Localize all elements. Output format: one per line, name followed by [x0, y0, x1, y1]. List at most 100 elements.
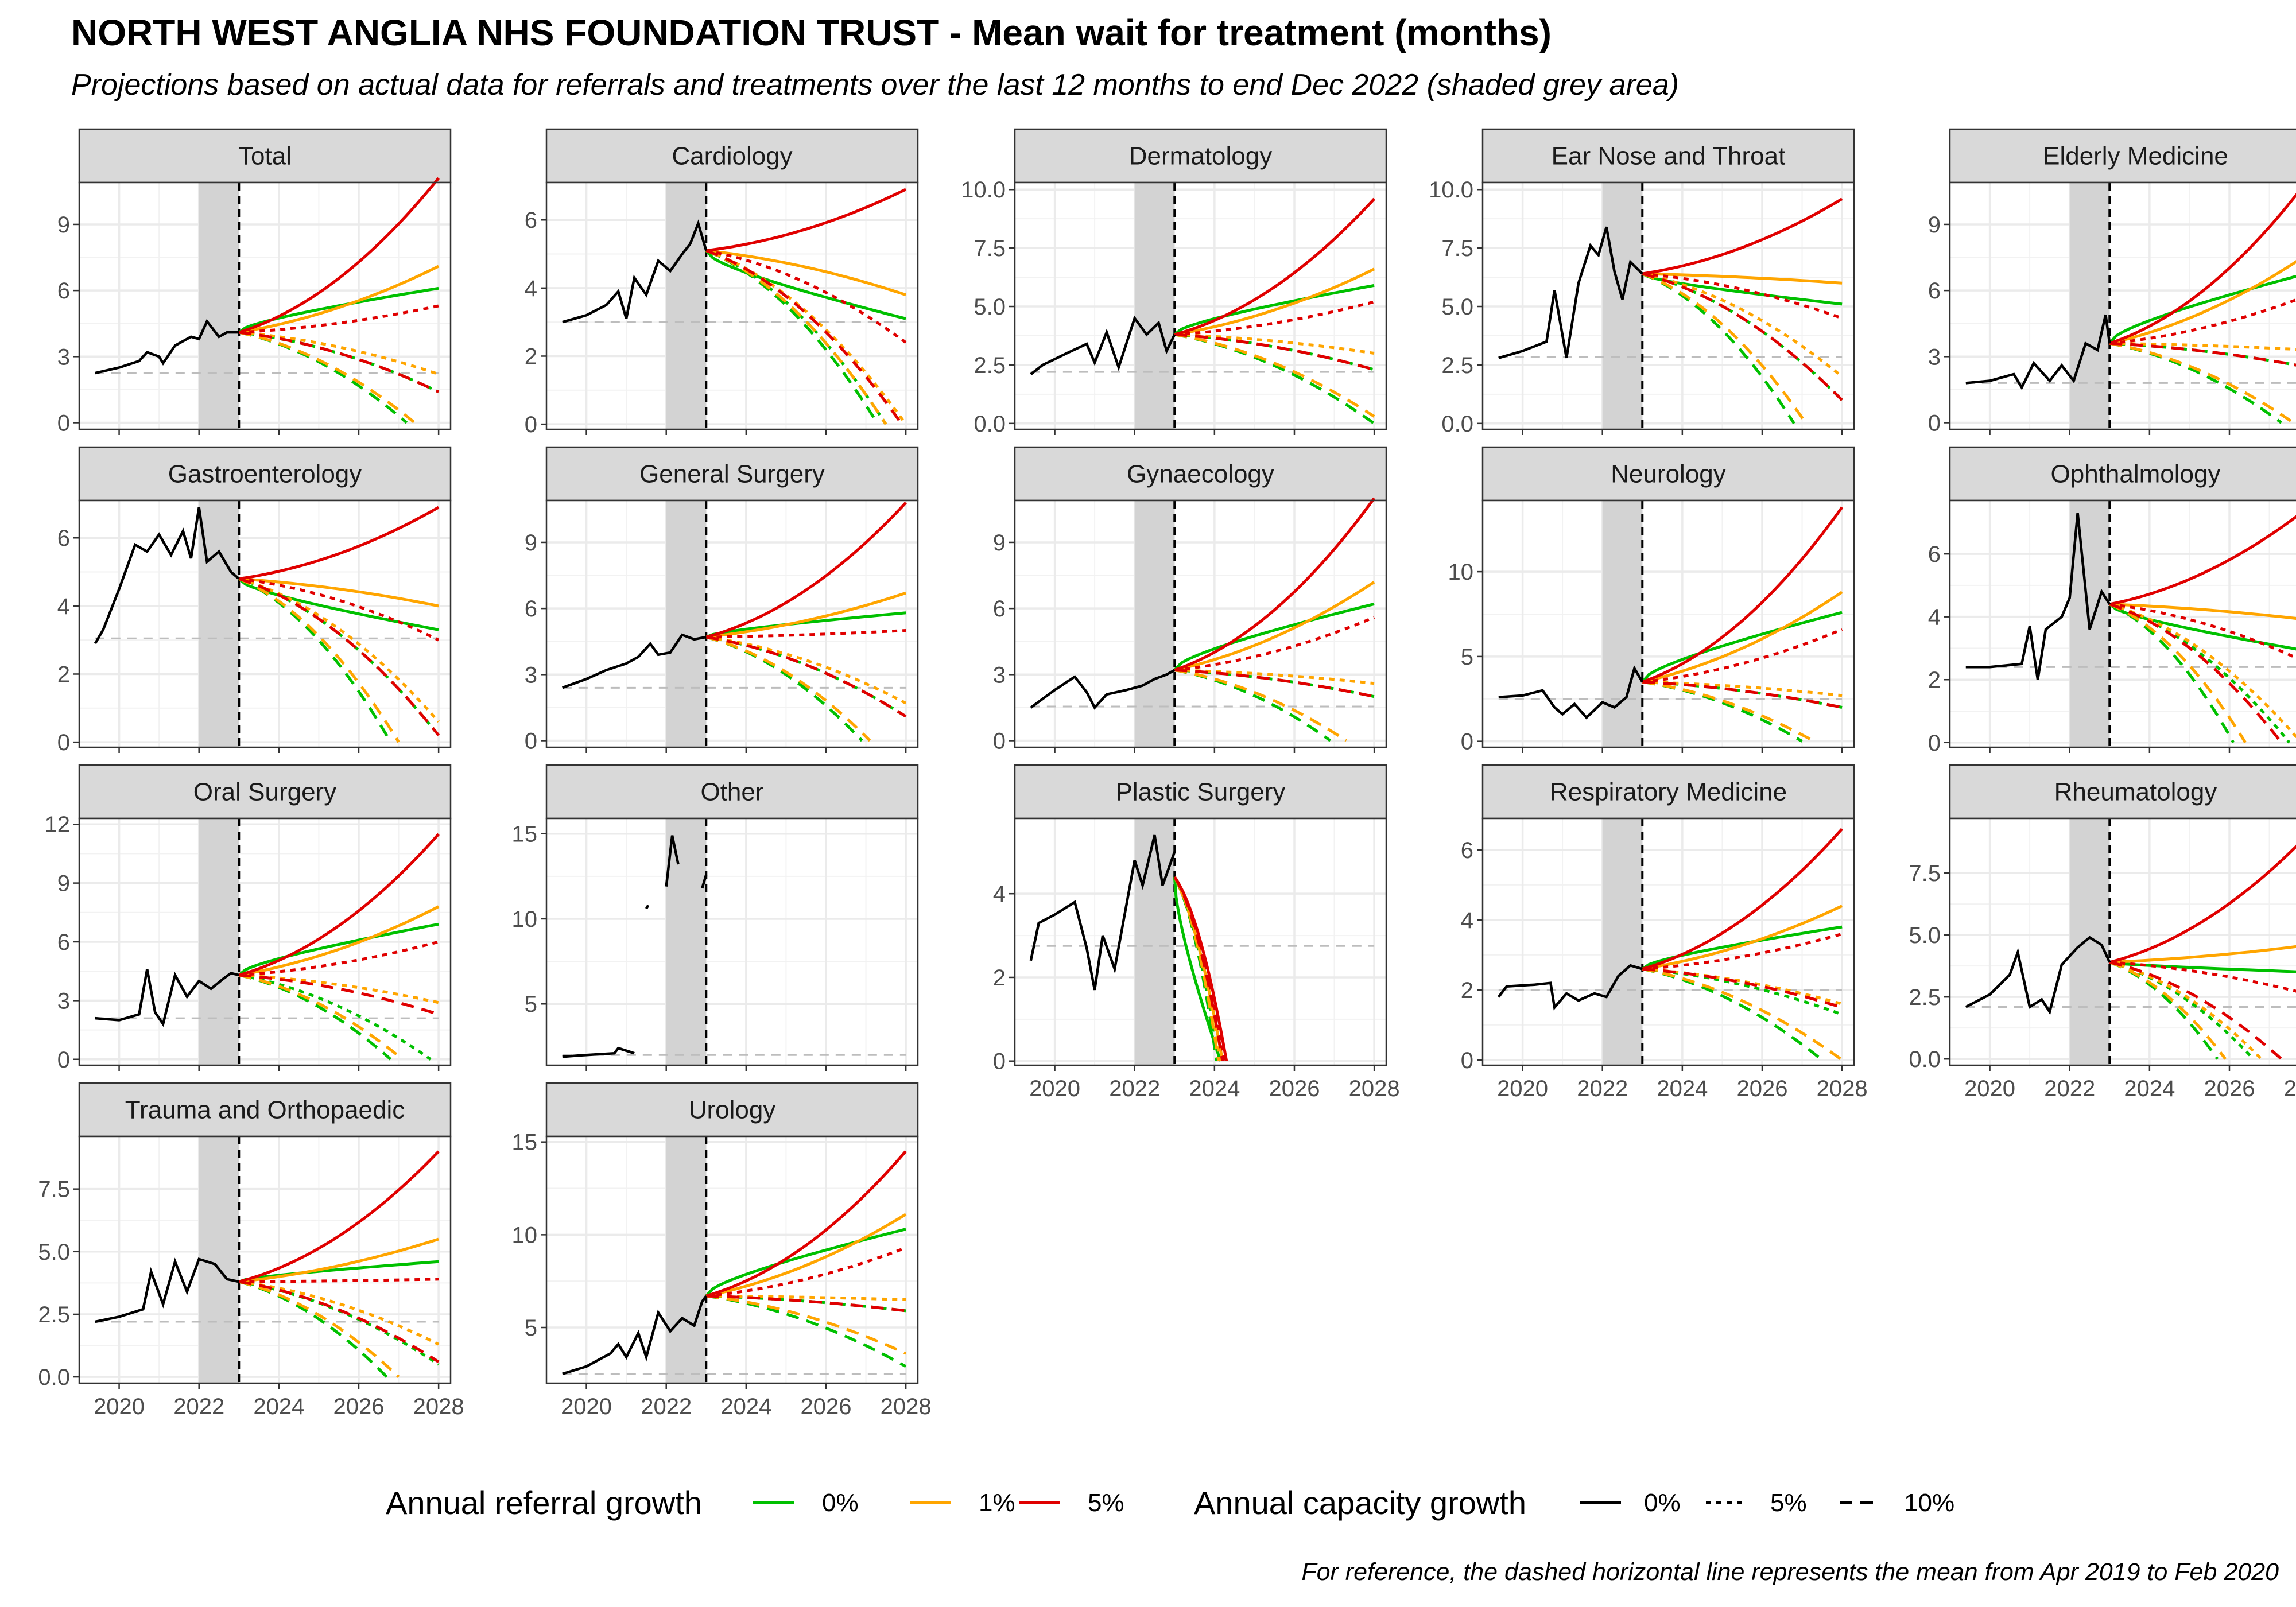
shaded-period [1134, 818, 1175, 1065]
projection-g5c0 [1173, 876, 1228, 1062]
projection-g1c0 [239, 577, 439, 608]
facet-strip-label: Rheumatology [2054, 778, 2217, 806]
y-tick-label: 7.5 [974, 236, 1006, 261]
panel-background [1950, 500, 2296, 747]
y-tick-label: 3 [57, 344, 70, 370]
projection-g1c10 [705, 635, 871, 742]
y-tick-label: 0 [1928, 410, 1941, 436]
projection-g1c5 [239, 973, 439, 1004]
y-tick-label: 4 [57, 594, 70, 619]
projection-g1c0 [1642, 272, 1843, 285]
projection-g0c10 [705, 1294, 907, 1368]
projection-g5c0 [238, 506, 440, 580]
projection-g1c5 [2109, 603, 2296, 739]
projection-g1c10 [2109, 341, 2294, 424]
x-tick-label: 2022 [1577, 1076, 1628, 1101]
facet-strip [1481, 446, 1855, 502]
projection-g5c0 [1174, 497, 1376, 671]
projection-g1c0 [238, 905, 440, 977]
panel-border [1014, 817, 1387, 1066]
projection-g1c10 [238, 973, 404, 1061]
y-tick-label: 0.0 [38, 1365, 70, 1390]
projection-g0c0 [705, 249, 906, 320]
projection-g5c5 [2109, 298, 2296, 345]
projection-g5c5 [239, 940, 439, 977]
y-tick-label: 10 [1448, 560, 1474, 585]
y-tick-label: 5.0 [1909, 923, 1941, 948]
projection-g5c10 [706, 1294, 906, 1313]
shaded-period [2069, 183, 2110, 429]
projection-g5c0 [238, 177, 440, 334]
panel-gynaecology: Gynaecology 0 3 6 9 [993, 446, 1387, 754]
x-tick-label: 2028 [1817, 1076, 1868, 1101]
y-tick-label: 6 [57, 526, 70, 551]
y-tick-label: 9 [993, 530, 1006, 556]
projection-g1c5 [1642, 967, 1843, 1006]
projection-g1c10 [1642, 680, 1815, 743]
facet-strip [1481, 128, 1855, 184]
projection-g0c10 [1174, 333, 1375, 425]
projection-g1c5 [1642, 680, 1843, 697]
x-tick-label: 2024 [720, 1394, 771, 1419]
projection-g5c0 [2109, 515, 2296, 606]
shaded-period [2069, 818, 2110, 1065]
panel-background [79, 500, 451, 747]
y-tick-label: 2.5 [974, 353, 1006, 378]
facet-strip-label: Urology [689, 1096, 776, 1124]
panel-background [546, 818, 918, 1065]
projection-g1c10 [1174, 669, 1347, 742]
actual-line [562, 219, 708, 324]
panel-rheumatology: Rheumatology 0.0 2.5 5.0 7.5 2020 2022 2024 2026… [1909, 764, 2296, 1101]
panel-background [1015, 500, 1386, 747]
panel-background [79, 1136, 451, 1383]
projection-g1c0 [2109, 945, 2296, 964]
y-tick-label: 2 [57, 662, 70, 687]
actual-line-fragment [701, 874, 708, 889]
y-tick-label: 6 [525, 208, 537, 233]
x-tick-label: 2022 [173, 1394, 224, 1419]
projection-g1c0 [239, 1237, 439, 1283]
y-tick-label: 7.5 [1909, 861, 1941, 886]
projection-g5c5 [706, 1246, 906, 1298]
shaded-period [199, 1136, 239, 1383]
projection-g5c0 [2109, 193, 2296, 345]
page-title: NORTH WEST ANGLIA NHS FOUNDATION TRUST -… [71, 12, 1552, 53]
y-tick-label: 4 [993, 882, 1006, 907]
panel-oral-surgery: Oral Surgery 0 3 6 9 12 [45, 764, 452, 1073]
y-tick-label: 0.0 [1441, 412, 1473, 437]
projection-g1c10 [238, 1280, 400, 1378]
y-tick-label: 0 [993, 1049, 1006, 1074]
y-tick-label: 5 [525, 992, 537, 1017]
y-tick-label: 2 [525, 344, 537, 369]
y-tick-label: 2.5 [38, 1302, 70, 1327]
projection-g1c0 [706, 591, 906, 639]
y-tick-label: 0.0 [974, 412, 1006, 437]
shaded-period [666, 818, 707, 1065]
x-tick-label: 2028 [881, 1394, 932, 1419]
projection-g5c5 [1174, 300, 1375, 336]
projection-g5c5 [2109, 961, 2296, 993]
caption: For reference, the dashed horizontal lin… [1301, 1558, 2279, 1586]
page-subtitle: Projections based on actual data for ref… [71, 68, 1679, 102]
projection-g5c10 [1174, 333, 1375, 371]
projection-g1c0 [1174, 267, 1375, 336]
y-tick-label: 7.5 [38, 1177, 70, 1202]
projection-g5c0 [705, 188, 907, 253]
y-tick-label: 5.0 [974, 294, 1006, 320]
facet-strip-label: Elderly Medicine [2043, 142, 2228, 170]
projection-g5c10 [1642, 967, 1843, 1009]
x-tick-label: 2022 [1109, 1076, 1160, 1101]
projection-g1c5 [239, 331, 439, 376]
projection-g5c10 [705, 635, 907, 718]
projection-g5c0 [1642, 506, 1844, 684]
panel-ear-nose-and-throat: Ear Nose and Throat 0.0 2.5 5.0 7.5 10.0 [1429, 128, 1855, 437]
panel-background [1950, 818, 2296, 1065]
projection-g5c0 [705, 1150, 907, 1298]
panel-border [78, 181, 452, 430]
panel-border [1014, 499, 1387, 748]
panel-background [79, 183, 451, 429]
shaded-period [199, 818, 239, 1065]
x-tick-label: 2026 [1269, 1076, 1320, 1101]
projection-g5c0 [1642, 828, 1843, 971]
y-tick-label: 12 [45, 812, 71, 837]
